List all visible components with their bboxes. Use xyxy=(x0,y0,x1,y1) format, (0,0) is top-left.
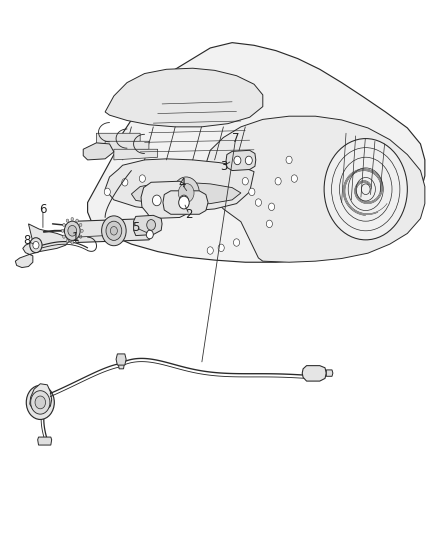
Polygon shape xyxy=(302,366,326,381)
Polygon shape xyxy=(96,133,140,144)
Circle shape xyxy=(76,239,78,243)
Circle shape xyxy=(30,238,42,253)
Circle shape xyxy=(68,225,77,236)
Text: 7: 7 xyxy=(232,132,240,145)
Text: 2: 2 xyxy=(185,208,193,221)
Circle shape xyxy=(81,229,83,232)
Circle shape xyxy=(255,199,261,206)
Circle shape xyxy=(173,177,199,209)
Circle shape xyxy=(245,156,252,165)
Polygon shape xyxy=(206,116,425,262)
Circle shape xyxy=(33,241,39,249)
Circle shape xyxy=(233,239,240,246)
Circle shape xyxy=(71,217,74,221)
Circle shape xyxy=(147,220,155,230)
Polygon shape xyxy=(105,159,254,211)
Polygon shape xyxy=(38,437,52,445)
Polygon shape xyxy=(226,150,256,171)
Circle shape xyxy=(63,223,65,227)
Circle shape xyxy=(146,230,153,239)
Polygon shape xyxy=(131,182,241,205)
Circle shape xyxy=(110,227,117,235)
Circle shape xyxy=(102,216,126,246)
Text: 5: 5 xyxy=(132,221,139,234)
Circle shape xyxy=(66,219,69,222)
Polygon shape xyxy=(83,143,114,160)
Circle shape xyxy=(106,221,122,240)
Circle shape xyxy=(139,175,145,182)
Circle shape xyxy=(26,385,54,419)
Circle shape xyxy=(76,219,78,222)
Circle shape xyxy=(249,188,255,196)
Circle shape xyxy=(268,203,275,211)
Polygon shape xyxy=(114,149,158,160)
Circle shape xyxy=(179,196,189,209)
Circle shape xyxy=(234,156,241,165)
Circle shape xyxy=(35,396,46,409)
Polygon shape xyxy=(105,68,263,127)
Polygon shape xyxy=(116,354,126,365)
Text: 1: 1 xyxy=(71,231,79,244)
Text: 8: 8 xyxy=(24,235,31,247)
Circle shape xyxy=(104,188,110,196)
Circle shape xyxy=(291,175,297,182)
Polygon shape xyxy=(134,215,162,236)
Circle shape xyxy=(218,244,224,252)
Polygon shape xyxy=(141,181,193,219)
Circle shape xyxy=(71,241,74,244)
Circle shape xyxy=(63,235,65,238)
Polygon shape xyxy=(30,384,52,411)
Circle shape xyxy=(180,195,188,206)
Polygon shape xyxy=(72,219,153,243)
Circle shape xyxy=(31,391,50,414)
Polygon shape xyxy=(326,370,333,376)
Circle shape xyxy=(266,220,272,228)
Text: 6: 6 xyxy=(39,203,47,216)
Text: 4: 4 xyxy=(178,177,186,190)
Text: 3: 3 xyxy=(220,160,227,173)
Circle shape xyxy=(79,235,82,238)
Circle shape xyxy=(178,183,194,203)
Circle shape xyxy=(61,229,64,232)
Circle shape xyxy=(324,139,407,240)
Circle shape xyxy=(122,179,128,186)
Circle shape xyxy=(152,195,161,206)
Circle shape xyxy=(64,221,80,240)
Polygon shape xyxy=(15,224,69,268)
Circle shape xyxy=(66,239,69,243)
Circle shape xyxy=(275,177,281,185)
Circle shape xyxy=(207,247,213,254)
Polygon shape xyxy=(105,141,149,152)
Polygon shape xyxy=(118,358,124,369)
Polygon shape xyxy=(88,43,425,262)
Circle shape xyxy=(242,177,248,185)
Circle shape xyxy=(79,223,82,227)
Circle shape xyxy=(286,156,292,164)
Polygon shape xyxy=(163,191,208,214)
